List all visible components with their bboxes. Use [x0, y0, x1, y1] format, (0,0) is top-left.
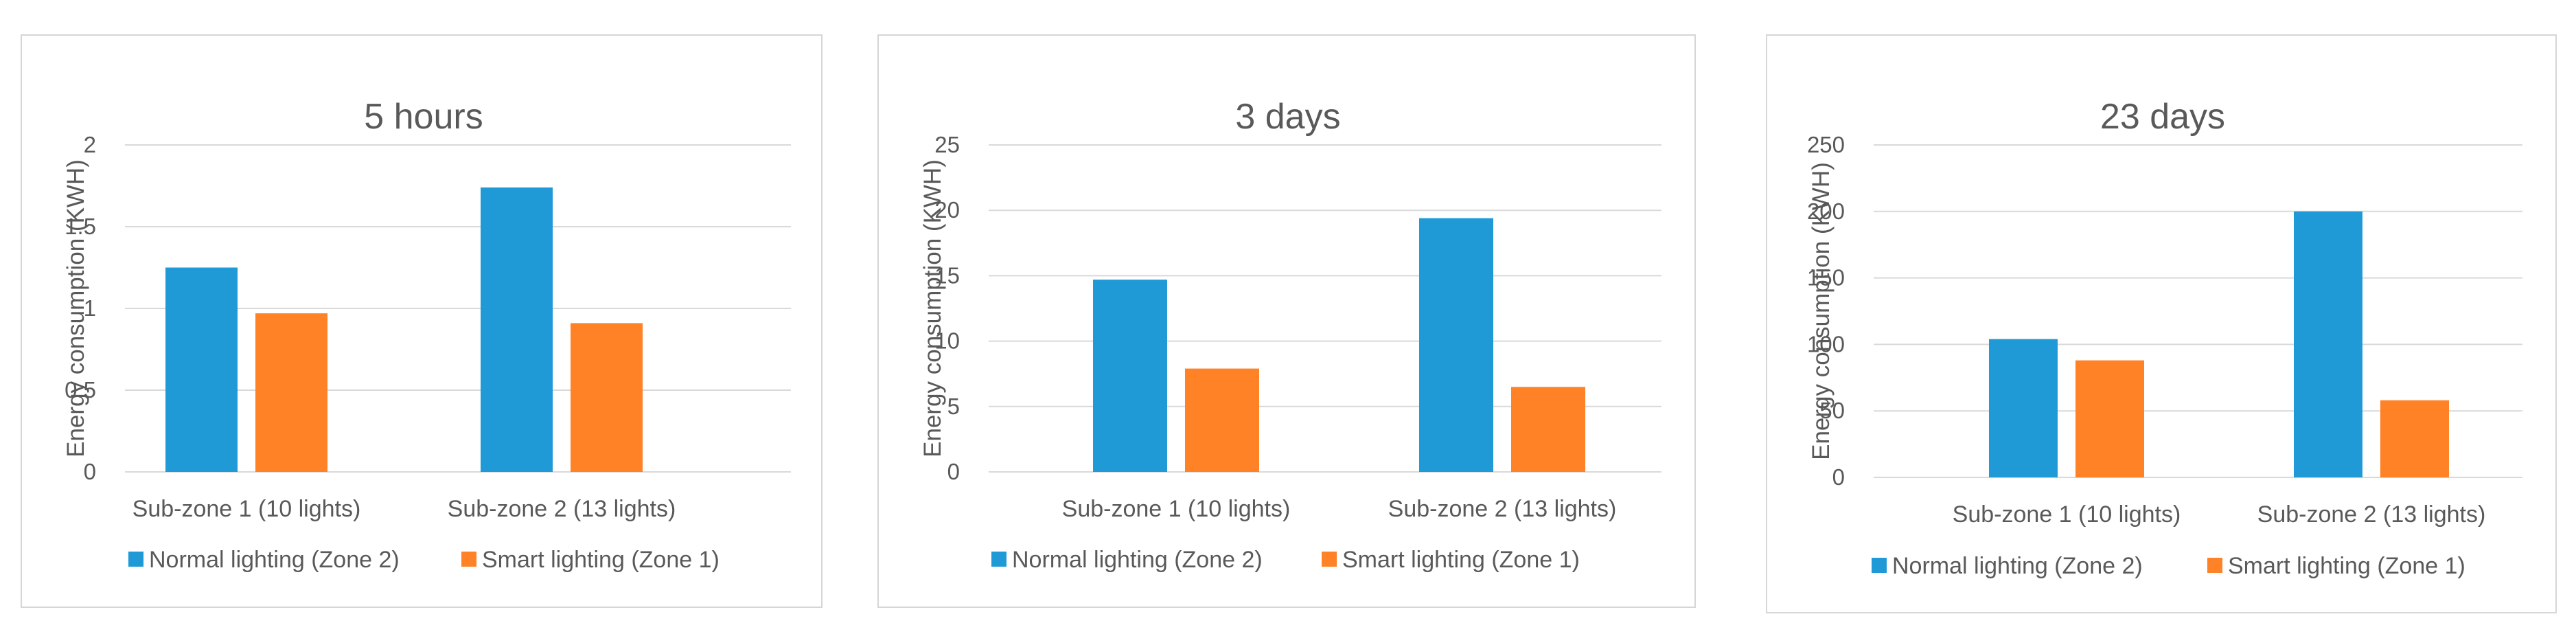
bar-normal-lighting-zone-2-sub-zone-1-10-lights — [165, 267, 238, 472]
y-axis-label: Energy consumption (KWH) — [919, 159, 946, 457]
bar-smart-lighting-zone-1-sub-zone-2-13-lights — [571, 323, 643, 472]
legend-swatch-normal-lighting-zone-2 — [128, 552, 143, 567]
legend-label-normal-lighting-zone-2: Normal lighting (Zone 2) — [1012, 547, 1263, 573]
y-tick-label: 15 — [934, 262, 960, 288]
y-tick-label: 1 — [84, 295, 96, 321]
bar-smart-lighting-zone-1-sub-zone-1-10-lights — [1185, 368, 1259, 472]
legend-swatch-smart-lighting-zone-1 — [461, 552, 476, 567]
legend-swatch-normal-lighting-zone-2 — [991, 552, 1007, 567]
legend-label-normal-lighting-zone-2: Normal lighting (Zone 2) — [149, 547, 400, 573]
y-tick-label: 100 — [1807, 331, 1845, 356]
y-tick-label: 150 — [1807, 265, 1845, 291]
bar-smart-lighting-zone-1-sub-zone-2-13-lights — [2380, 400, 2449, 477]
chart-title: 5 hours — [364, 97, 483, 137]
chart-title: 23 days — [2100, 97, 2225, 137]
chart-svg-23-days: 23 days 0 50 100 150 200 250 Energy consumption… — [1807, 97, 2522, 579]
y-tick-label: 0 — [947, 459, 960, 484]
y-tick-label: 25 — [934, 132, 960, 157]
legend-swatch-smart-lighting-zone-1 — [2207, 558, 2222, 573]
x-category-label: Sub-zone 2 (13 lights) — [2257, 501, 2486, 528]
bar-smart-lighting-zone-1-sub-zone-1-10-lights — [2075, 360, 2144, 477]
y-tick-label: 2 — [84, 132, 96, 157]
y-tick-label: 0.5 — [65, 377, 96, 403]
bar-smart-lighting-zone-1-sub-zone-1-10-lights — [255, 313, 327, 472]
bar-smart-lighting-zone-1-sub-zone-2-13-lights — [1511, 387, 1585, 472]
chart-panel-3-days: 3 days 0 5 10 15 20 25 Energy consumption (KWH)… — [877, 34, 1696, 608]
y-tick-label: 250 — [1807, 132, 1845, 157]
y-axis-label: Energy consumption (KWH) — [1808, 162, 1835, 460]
legend-label-normal-lighting-zone-2: Normal lighting (Zone 2) — [1892, 553, 2143, 579]
y-tick-label: 5 — [947, 394, 960, 419]
bar-normal-lighting-zone-2-sub-zone-2-13-lights — [1419, 218, 1493, 472]
chart-panel-5-hours: 5 hours 0 0.5 1 1.5 2 Energy consumption (KWH)… — [21, 34, 823, 608]
y-tick-label: 1.5 — [65, 214, 96, 239]
y-tick-label: 10 — [934, 328, 960, 354]
legend-label-smart-lighting-zone-1: Smart lighting (Zone 1) — [482, 547, 720, 573]
bar-normal-lighting-zone-2-sub-zone-2-13-lights — [2294, 211, 2362, 477]
x-category-label: Sub-zone 2 (13 lights) — [448, 496, 676, 522]
y-tick-label: 20 — [934, 197, 960, 223]
x-category-label: Sub-zone 1 (10 lights) — [1062, 496, 1291, 522]
legend-label-smart-lighting-zone-1: Smart lighting (Zone 1) — [2228, 553, 2465, 579]
bar-normal-lighting-zone-2-sub-zone-1-10-lights — [1093, 280, 1167, 472]
y-tick-label: 200 — [1807, 199, 1845, 224]
legend-label-smart-lighting-zone-1: Smart lighting (Zone 1) — [1342, 547, 1580, 573]
legend-swatch-normal-lighting-zone-2 — [1872, 558, 1887, 573]
x-category-label: Sub-zone 2 (13 lights) — [1388, 496, 1617, 522]
chart-panel-23-days: 23 days 0 50 100 150 200 250 Energy consumption… — [1766, 34, 2557, 613]
y-axis-label: Energy consumption (KWH) — [62, 159, 89, 457]
bar-normal-lighting-zone-2-sub-zone-2-13-lights — [481, 187, 553, 472]
legend-swatch-smart-lighting-zone-1 — [1322, 552, 1337, 567]
x-category-label: Sub-zone 1 (10 lights) — [1953, 501, 2181, 528]
x-category-label: Sub-zone 1 (10 lights) — [133, 496, 361, 522]
y-tick-label: 0 — [1832, 464, 1845, 490]
y-tick-label: 0 — [84, 459, 96, 484]
chart-title: 3 days — [1235, 97, 1340, 137]
bar-normal-lighting-zone-2-sub-zone-1-10-lights — [1989, 339, 2058, 477]
y-tick-label: 50 — [1819, 398, 1845, 423]
